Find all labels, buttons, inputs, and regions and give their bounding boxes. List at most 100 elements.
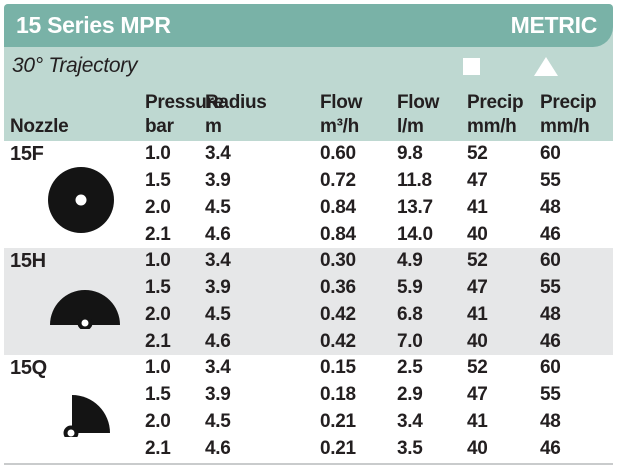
bottom-rule — [4, 463, 613, 465]
table-cell: 2.0 — [145, 410, 171, 432]
table-cell: 5.9 — [397, 277, 423, 299]
table-cell: 1.5 — [145, 277, 171, 299]
table-cell: 0.42 — [320, 303, 356, 325]
table-cell: 2.5 — [397, 357, 423, 379]
table-cell: 60 — [540, 357, 561, 379]
table-cell: 48 — [540, 196, 561, 218]
table-cell: 60 — [540, 143, 561, 165]
table-cell: 0.15 — [320, 357, 356, 379]
table-cell: 3.9 — [205, 170, 231, 192]
table-cell: 3.4 — [205, 143, 231, 165]
table-cell: 0.84 — [320, 196, 356, 218]
table-cell: 48 — [540, 303, 561, 325]
header-panel: 15 Series MPR METRIC 30° Trajectory Nozz… — [4, 4, 613, 141]
table-cell: 2.9 — [397, 384, 423, 406]
nozzle-label: 15Q — [10, 357, 47, 379]
nozzle-cell-15Q: 15Q — [10, 355, 145, 462]
table-cell: 0.60 — [320, 143, 356, 165]
table-cell: 3.9 — [205, 384, 231, 406]
table-cell: 2.0 — [145, 303, 171, 325]
table-cell: 4.6 — [205, 223, 231, 245]
subheader: 30° Trajectory Nozzle Pressure bar Radiu… — [4, 47, 613, 141]
table-cell: 41 — [467, 410, 488, 432]
table-cell: 47 — [467, 384, 488, 406]
page-title: 15 Series MPR — [16, 12, 171, 38]
triangle-icon — [534, 57, 558, 76]
trajectory-label: 30° Trajectory — [12, 54, 138, 77]
table-cell: 4.5 — [205, 303, 231, 325]
table-cell: 52 — [467, 357, 488, 379]
title-bar: 15 Series MPR METRIC — [4, 4, 613, 47]
table-cell: 2.1 — [145, 223, 171, 245]
table-cell: 11.8 — [397, 170, 432, 192]
table-cell: 1.5 — [145, 170, 171, 192]
table-cell: 0.21 — [320, 410, 356, 432]
table-cell: 40 — [467, 330, 488, 352]
table-cell: 55 — [540, 384, 561, 406]
table-cell: 41 — [467, 303, 488, 325]
nozzle-group-15H: 15H 1.0 3.4 0.30 4.9 52 60 1.5 3.9 0.36 … — [4, 248, 613, 355]
column-header-flow-m3h: Flow m³/h — [320, 92, 363, 137]
nozzle-cell-15F: 15F — [10, 141, 145, 248]
nozzle-group-15Q: 15Q 1.0 3.4 0.15 2.5 52 60 1.5 3.9 0.18 … — [4, 355, 613, 462]
table-cell: 0.84 — [320, 223, 356, 245]
column-header-radius: Radius m — [205, 92, 267, 137]
table-cell: 4.6 — [205, 437, 231, 459]
table-cell: 14.0 — [397, 223, 433, 245]
table-cell: 1.0 — [145, 143, 171, 165]
half-circle-icon — [50, 290, 120, 329]
table-cell: 7.0 — [397, 330, 423, 352]
table-cell: 4.5 — [205, 410, 231, 432]
table-cell: 0.72 — [320, 170, 356, 192]
table-cell: 40 — [467, 223, 488, 245]
column-header-pressure: Pressure bar — [145, 92, 224, 137]
table-cell: 4.5 — [205, 196, 231, 218]
table-cell: 46 — [540, 330, 561, 352]
nozzle-group-15F: 15F 1.0 3.4 0.60 9.8 52 60 1.5 3.9 0.72 … — [4, 141, 613, 248]
table-cell: 2.1 — [145, 330, 171, 352]
table-cell: 46 — [540, 223, 561, 245]
nozzle-label: 15F — [10, 143, 44, 165]
square-icon — [463, 58, 480, 75]
table-cell: 3.4 — [205, 357, 231, 379]
table-cell: 0.21 — [320, 437, 356, 459]
table-cell: 2.1 — [145, 437, 171, 459]
table-cell: 55 — [540, 170, 561, 192]
table-cell: 3.9 — [205, 277, 231, 299]
table-cell: 1.0 — [145, 250, 171, 272]
table-cell: 6.8 — [397, 303, 423, 325]
full-circle-icon — [48, 167, 114, 233]
table-cell: 0.42 — [320, 330, 356, 352]
table-cell: 55 — [540, 277, 561, 299]
table-cell: 47 — [467, 277, 488, 299]
table-cell: 3.5 — [397, 437, 423, 459]
table-cell: 40 — [467, 437, 488, 459]
table-cell: 2.0 — [145, 196, 171, 218]
units-badge: METRIC — [510, 12, 598, 38]
column-header-precip-square: Precip mm/h — [467, 92, 524, 137]
column-header-row: Nozzle Pressure bar Radius m Flow m³/h F… — [4, 91, 613, 141]
table-cell: 9.8 — [397, 143, 423, 165]
column-header-flow-lm: Flow l/m — [397, 92, 440, 137]
table-cell: 1.0 — [145, 357, 171, 379]
column-header-nozzle: Nozzle — [10, 116, 69, 137]
table-cell: 0.30 — [320, 250, 356, 272]
table-cell: 46 — [540, 437, 561, 459]
table-cell: 52 — [467, 143, 488, 165]
table-cell: 13.7 — [397, 196, 433, 218]
table-cell: 3.4 — [205, 250, 231, 272]
spec-sheet: 15 Series MPR METRIC 30° Trajectory Nozz… — [4, 4, 613, 465]
table-cell: 0.18 — [320, 384, 356, 406]
table-cell: 0.36 — [320, 277, 356, 299]
table-cell: 60 — [540, 250, 561, 272]
table-cell: 41 — [467, 196, 488, 218]
column-header-precip-triangle: Precip mm/h — [540, 92, 597, 137]
table-cell: 4.6 — [205, 330, 231, 352]
nozzle-label: 15H — [10, 250, 46, 272]
nozzle-cell-15H: 15H — [10, 248, 145, 355]
table-cell: 4.9 — [397, 250, 423, 272]
table-cell: 1.5 — [145, 384, 171, 406]
table-cell: 52 — [467, 250, 488, 272]
table-cell: 47 — [467, 170, 488, 192]
table-cell: 48 — [540, 410, 561, 432]
